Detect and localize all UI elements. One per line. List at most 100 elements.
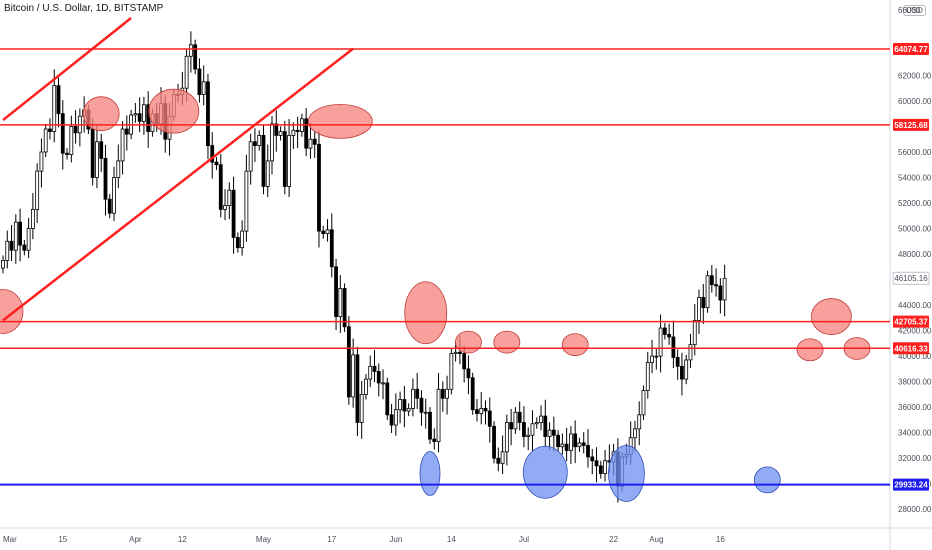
candle-body: [470, 377, 475, 411]
candle-body: [569, 433, 573, 451]
level-price-tag-label: 29933.24: [894, 481, 928, 490]
candle-body: [449, 353, 454, 390]
candle-body: [265, 160, 270, 187]
candle-body: [436, 388, 441, 443]
candle-body: [697, 297, 701, 321]
candle-body: [462, 353, 467, 370]
candle-body: [556, 434, 560, 448]
candle-body: [112, 177, 116, 214]
candle-body: [509, 422, 514, 430]
candle-body: [278, 131, 283, 136]
candle-body: [543, 415, 548, 437]
candle-body: [522, 422, 526, 437]
candle-body: [722, 277, 727, 301]
candle-body: [235, 237, 240, 249]
candle-body: [240, 230, 245, 249]
x-tick-label: 22: [609, 535, 618, 544]
candle-body: [675, 357, 680, 367]
candle-body: [18, 221, 22, 246]
candle-body: [701, 297, 706, 309]
candle-body: [466, 368, 471, 379]
candle-body: [48, 128, 52, 132]
x-tick-label: 17: [327, 535, 336, 544]
candle-body: [261, 134, 266, 187]
candle-body: [551, 429, 556, 436]
price-axis: 28000.0030000.0032000.0034000.0036000.00…: [892, 6, 932, 514]
candle-body: [116, 160, 121, 178]
resistance-zone: [455, 330, 482, 354]
candle-body: [201, 81, 206, 95]
candle-body: [637, 414, 642, 430]
candle-body: [124, 128, 129, 135]
candle-body: [496, 457, 501, 464]
candle-body: [197, 68, 202, 95]
resistance-zone: [561, 333, 589, 357]
candle-body: [282, 131, 287, 187]
candle-body: [641, 390, 646, 416]
y-tick-label: 36000.00: [898, 403, 932, 412]
candle-body: [65, 152, 69, 155]
y-tick-label: 38000.00: [898, 378, 932, 387]
candle-body: [287, 134, 291, 187]
candle-body: [304, 118, 309, 149]
y-tick-label: 28000.00: [898, 505, 932, 514]
candle-body: [667, 334, 672, 338]
candle-body: [90, 128, 95, 178]
candle-body: [184, 55, 189, 89]
candle-body: [35, 170, 40, 210]
y-tick-label: 56000.00: [898, 148, 932, 157]
candle-body: [338, 288, 343, 317]
candle-body: [539, 415, 543, 423]
candle-body: [364, 378, 368, 395]
candle-body: [120, 128, 125, 162]
candle-body: [223, 205, 227, 210]
candle-body: [5, 240, 10, 261]
candle-body: [594, 460, 599, 467]
candle-body: [291, 129, 296, 136]
candle-body: [487, 410, 492, 427]
candle-body: [440, 388, 445, 399]
level-price-tag-label: 42705.37: [894, 318, 928, 327]
resistance-zone: [0, 289, 24, 334]
candle-body: [650, 355, 654, 363]
candle-body: [393, 409, 398, 426]
candle-body: [329, 229, 334, 268]
candle-body: [457, 351, 462, 354]
resistance-zone: [148, 88, 200, 134]
candle-body: [680, 365, 684, 380]
y-tick-label-top: 66000: [898, 6, 921, 15]
candle-body: [475, 409, 479, 414]
candle-body: [406, 408, 411, 412]
candle-body: [231, 189, 236, 238]
support-zone: [753, 466, 781, 494]
candle-body: [133, 113, 138, 116]
candle-body: [218, 164, 223, 210]
candle-body: [445, 388, 449, 399]
candle-body: [1, 260, 5, 269]
currency-badge[interactable]: USD: [903, 5, 926, 16]
candle-body: [103, 157, 108, 200]
candle-body: [270, 123, 274, 162]
level-price-tag: [893, 118, 929, 131]
candle-body: [547, 429, 552, 437]
candle-body: [483, 408, 488, 412]
candle-body: [13, 221, 18, 251]
candle-body: [342, 288, 347, 328]
candle-body: [714, 284, 718, 287]
candle-body: [244, 170, 249, 232]
y-tick-label: 62000.00: [898, 71, 932, 80]
candle-body: [22, 244, 27, 251]
candle-body: [43, 128, 48, 153]
resistance-zone: [796, 338, 824, 362]
candle-body: [137, 113, 142, 122]
trendline: [2, 17, 132, 122]
y-tick-label: 50000.00: [898, 225, 932, 234]
candle-body: [573, 433, 578, 448]
candle-body: [428, 411, 432, 440]
candle-body: [321, 230, 326, 235]
candle-body: [590, 456, 595, 462]
y-tick-label: 32000.00: [898, 454, 932, 463]
candle-body: [142, 104, 146, 122]
candle-body: [372, 365, 377, 372]
